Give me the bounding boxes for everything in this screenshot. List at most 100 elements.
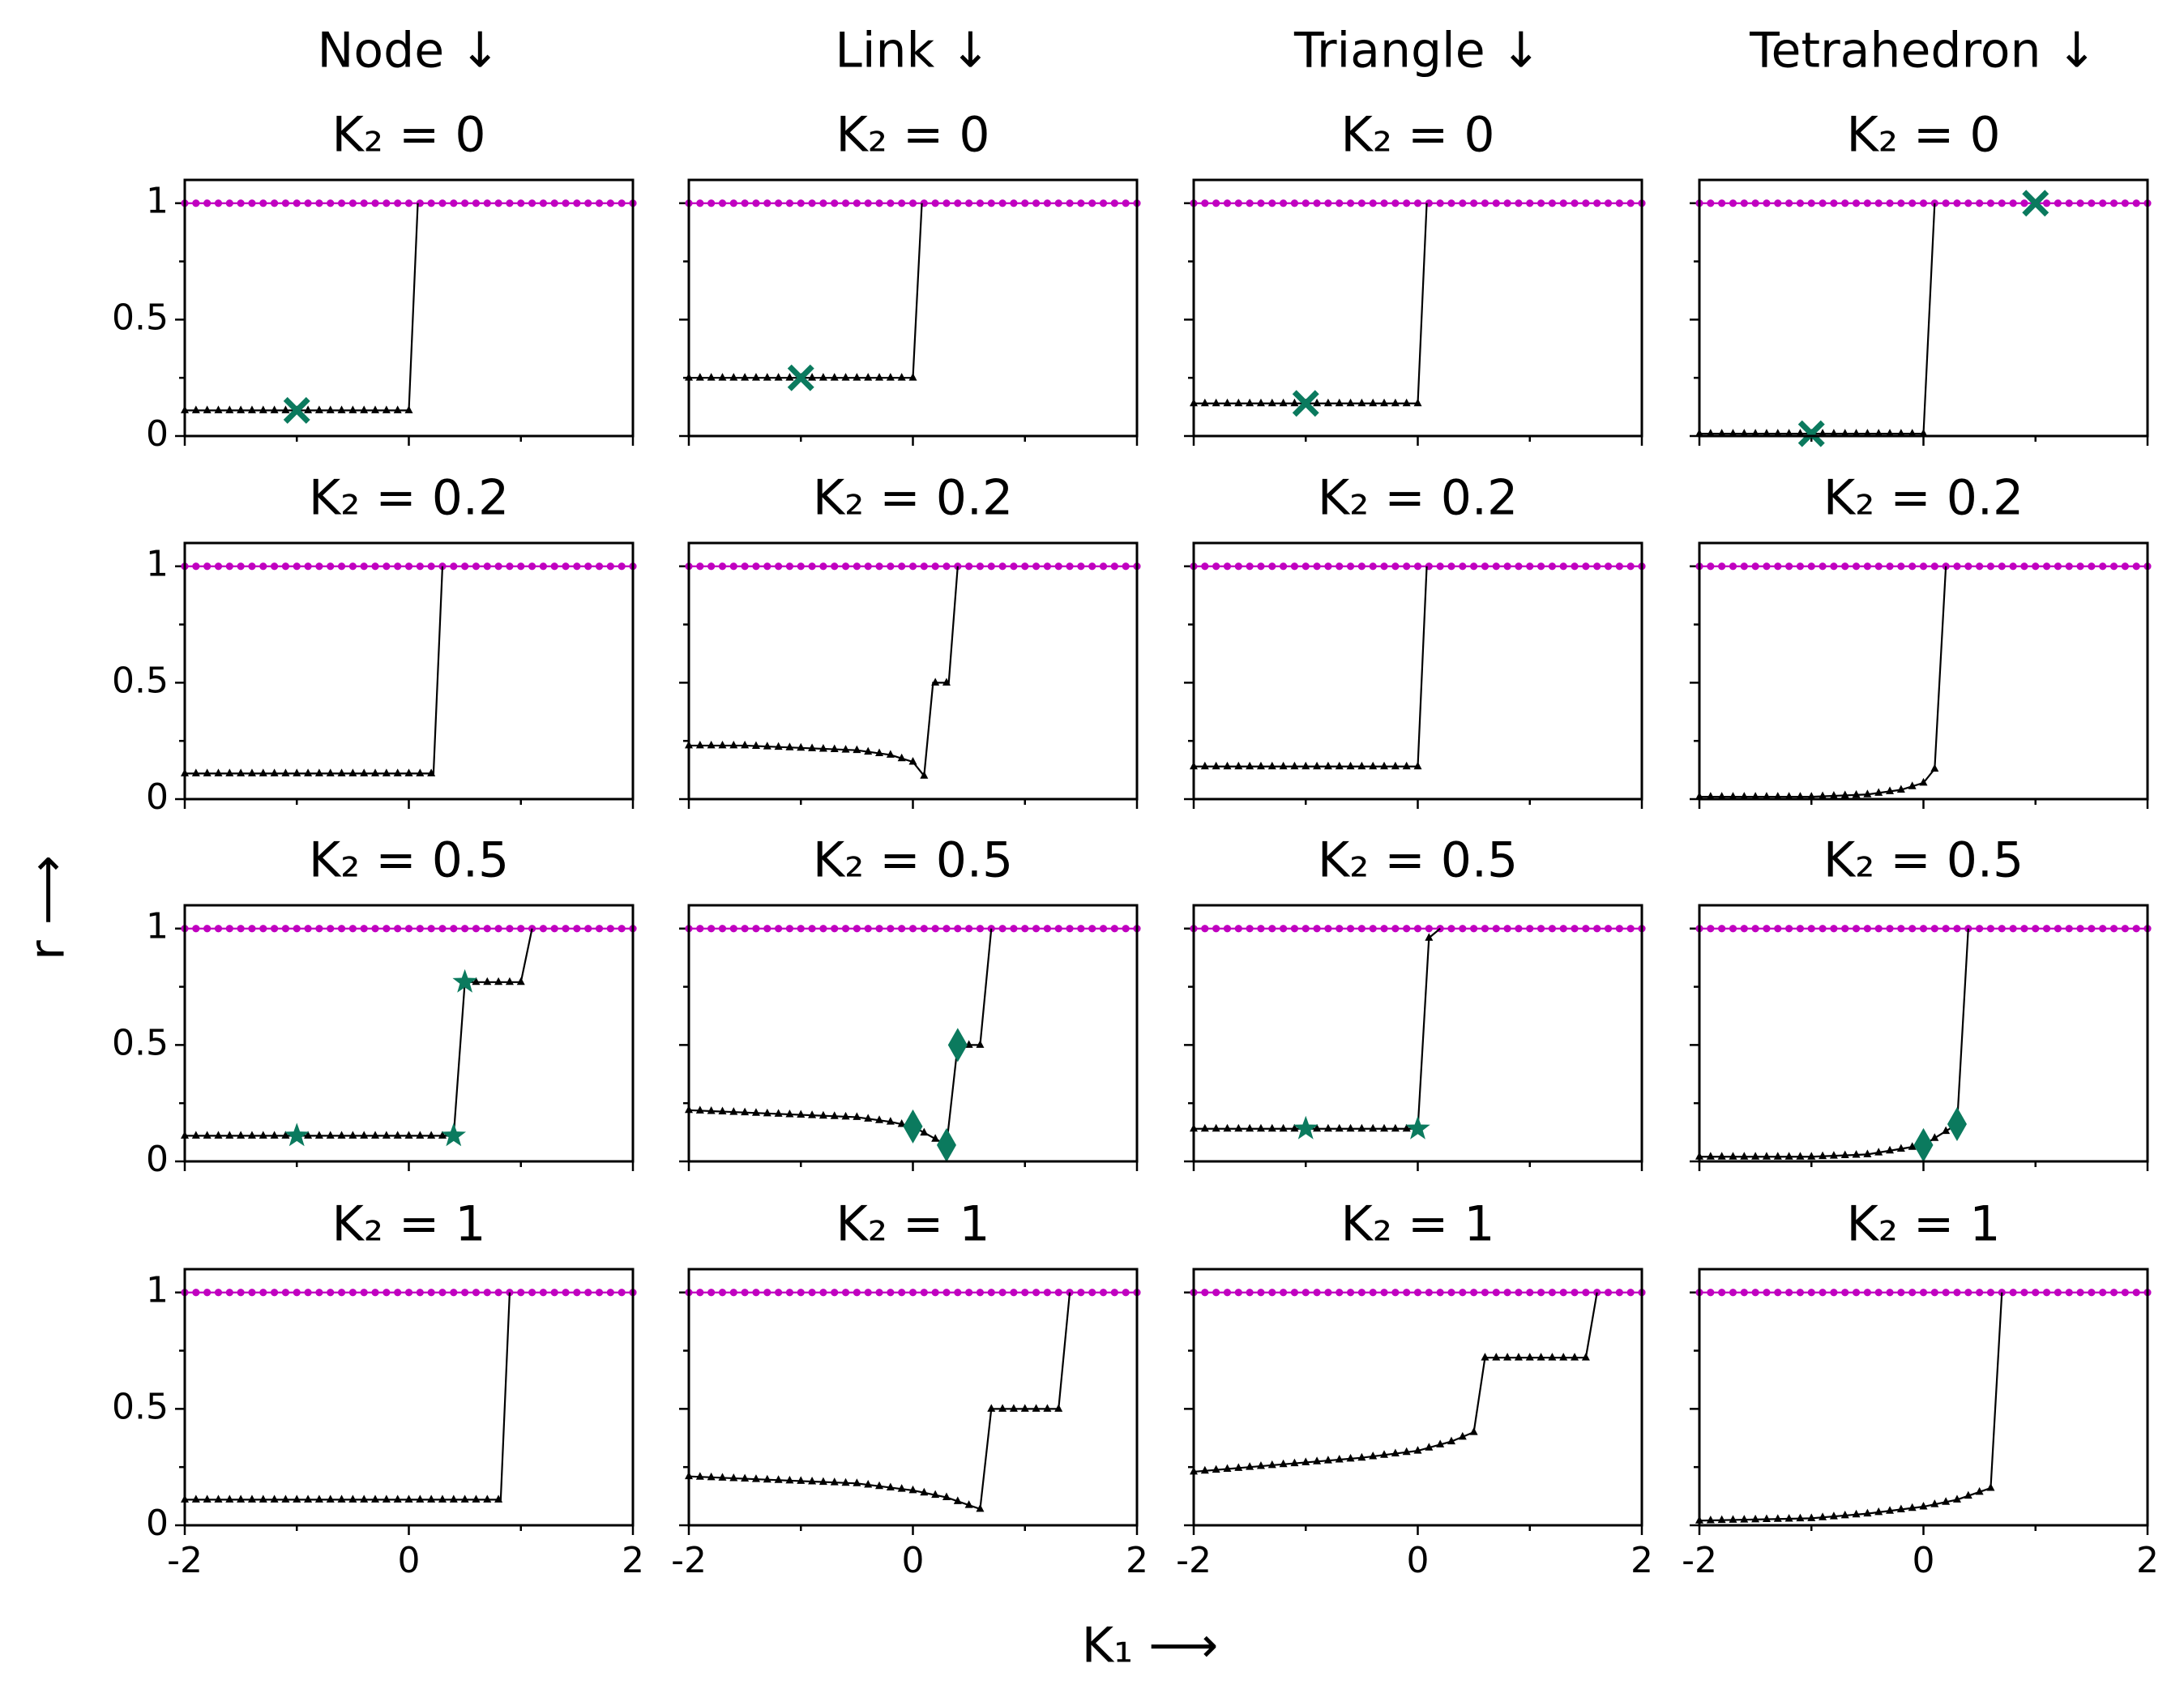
- data-point-bottom: [1391, 761, 1400, 770]
- data-point-top: [1874, 925, 1883, 933]
- data-point-bottom: [326, 1494, 335, 1503]
- data-point-bottom: [1256, 1123, 1265, 1132]
- data-point-top: [1774, 199, 1782, 207]
- data-point-top: [1559, 1289, 1567, 1297]
- data-point-top: [1066, 925, 1074, 933]
- data-point-bottom: [920, 1127, 929, 1136]
- data-point-bottom: [841, 745, 850, 753]
- data-point-top: [729, 1289, 737, 1297]
- data-point-top: [1763, 562, 1771, 571]
- data-point-top: [1707, 562, 1715, 571]
- x-tick-label: -2: [1176, 1540, 1212, 1581]
- data-point-bottom: [449, 1494, 458, 1503]
- data-point-bottom: [1796, 1152, 1805, 1160]
- data-point-bottom: [1840, 790, 1849, 798]
- data-point-bottom: [191, 768, 200, 776]
- data-point-bottom: [1246, 761, 1254, 770]
- data-point-bottom: [1413, 398, 1422, 407]
- data-point-bottom: [1425, 933, 1434, 941]
- data-point-top: [729, 925, 737, 933]
- data-point-top: [1481, 925, 1489, 933]
- data-point-top: [819, 199, 827, 207]
- data-point-bottom: [1729, 792, 1737, 800]
- diamond-marker: [1947, 1107, 1967, 1142]
- data-point-top: [1718, 562, 1726, 571]
- data-point-top: [1593, 199, 1601, 207]
- data-point-bottom: [1290, 761, 1299, 770]
- data-point-top: [1032, 199, 1041, 207]
- data-point-top: [225, 562, 233, 571]
- data-point-top: [785, 562, 794, 571]
- data-point-top: [1536, 1289, 1545, 1297]
- data-point-bottom: [741, 740, 750, 749]
- data-point-top: [696, 925, 704, 933]
- series-line-bottom: [1699, 928, 1969, 1158]
- data-point-bottom: [864, 1480, 873, 1488]
- data-point-top: [2099, 925, 2107, 933]
- data-point-top: [1336, 199, 1344, 207]
- data-point-bottom: [293, 1494, 301, 1503]
- data-point-top: [1110, 1289, 1118, 1297]
- data-point-bottom: [214, 768, 223, 776]
- data-point-top: [293, 925, 301, 933]
- data-point-top: [1290, 1289, 1299, 1297]
- data-point-top: [931, 1289, 939, 1297]
- data-point-bottom: [1874, 788, 1883, 796]
- data-point-bottom: [393, 1131, 402, 1139]
- data-point-top: [2054, 925, 2062, 933]
- data-point-top: [472, 925, 481, 933]
- data-point-bottom: [1751, 429, 1760, 437]
- data-point-bottom: [1301, 1457, 1310, 1465]
- data-point-bottom: [1335, 761, 1344, 770]
- data-point-top: [1268, 1289, 1276, 1297]
- subplot-panel: K₂ = 0.2: [1184, 470, 1646, 809]
- data-point-bottom: [1706, 429, 1715, 437]
- data-point-bottom: [505, 977, 514, 986]
- data-point-top: [237, 199, 245, 207]
- data-point-top: [214, 925, 223, 933]
- subplot-title: K₂ = 0: [332, 107, 486, 164]
- data-point-top: [1077, 562, 1085, 571]
- x-tick-label: 0: [902, 1540, 925, 1581]
- data-point-top: [965, 199, 973, 207]
- data-point-bottom: [1819, 1512, 1827, 1520]
- plot-frame: [183, 1268, 635, 1527]
- data-point-bottom: [1380, 1123, 1389, 1132]
- data-point-top: [1919, 925, 1928, 933]
- data-point-bottom: [1212, 1465, 1220, 1473]
- data-point-top: [2121, 1289, 2129, 1297]
- data-point-top: [584, 925, 592, 933]
- data-point-bottom: [1458, 1431, 1467, 1440]
- data-point-top: [506, 199, 514, 207]
- data-point-top: [1874, 199, 1883, 207]
- data-point-bottom: [393, 1494, 402, 1503]
- data-point-top: [752, 199, 760, 207]
- data-point-top: [1559, 925, 1567, 933]
- data-point-top: [1536, 925, 1545, 933]
- column-header: Link ↓: [835, 23, 990, 79]
- data-point-top: [808, 562, 816, 571]
- data-point-bottom: [1020, 1404, 1029, 1412]
- data-point-top: [438, 925, 447, 933]
- data-point-bottom: [1223, 761, 1232, 770]
- data-point-top: [887, 1289, 895, 1297]
- data-point-top: [528, 925, 536, 933]
- data-point-top: [987, 562, 995, 571]
- data-point-bottom: [897, 753, 906, 762]
- data-point-bottom: [1469, 1427, 1478, 1435]
- data-point-top: [1571, 199, 1579, 207]
- data-point-top: [1336, 562, 1344, 571]
- data-point-bottom: [304, 768, 313, 776]
- subplot-title: K₂ = 0.5: [309, 832, 509, 889]
- data-point-bottom: [818, 743, 827, 752]
- data-point-top: [304, 925, 312, 933]
- data-point-top: [1559, 562, 1567, 571]
- data-point-top: [1548, 199, 1556, 207]
- data-point-top: [1841, 199, 1849, 207]
- data-point-top: [562, 562, 570, 571]
- data-point-top: [248, 925, 256, 933]
- data-point-bottom: [1246, 1462, 1254, 1470]
- data-point-top: [1066, 562, 1074, 571]
- data-point-top: [1369, 199, 1377, 207]
- data-point-top: [1863, 1289, 1871, 1297]
